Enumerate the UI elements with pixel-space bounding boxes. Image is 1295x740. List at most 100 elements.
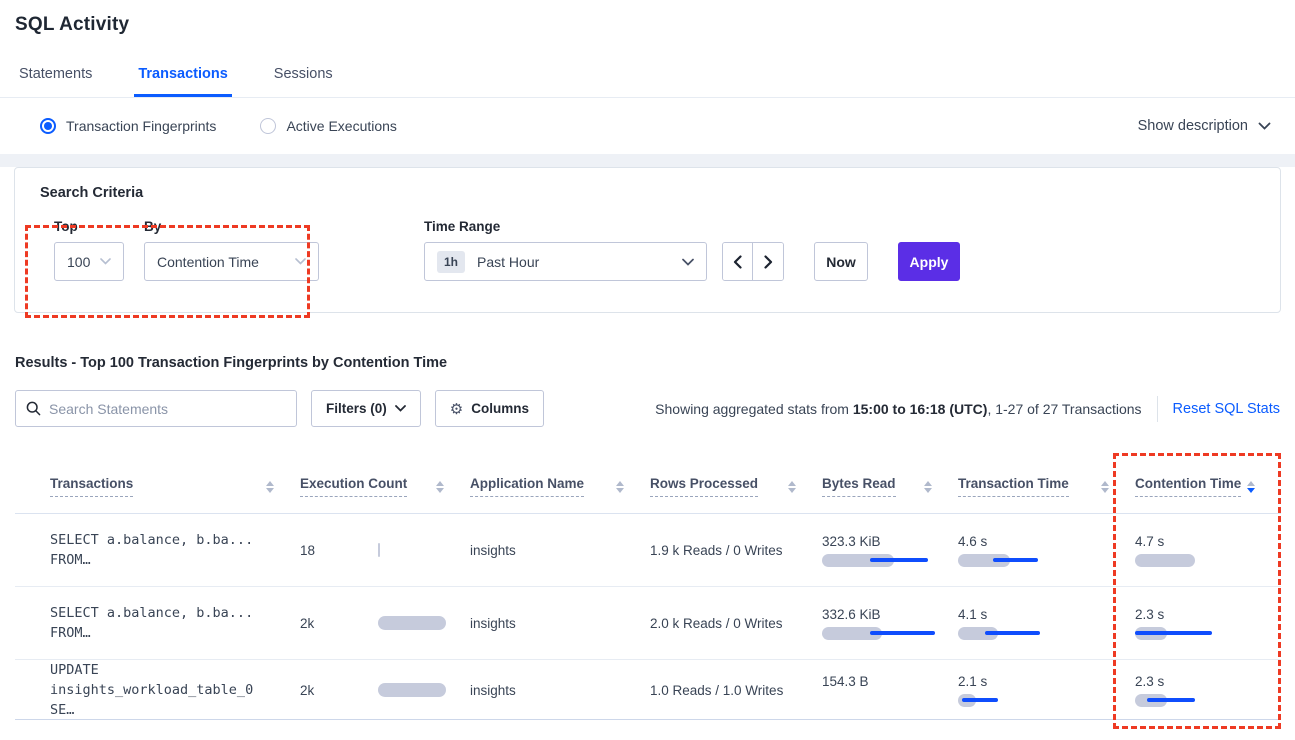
time-pager bbox=[722, 242, 784, 281]
bar-gray bbox=[1135, 553, 1195, 567]
table-row[interactable]: UPDATE insights_workload_table_0 SE… 2k ins… bbox=[15, 660, 1281, 720]
query-line: SELECT a.balance, b.ba... bbox=[50, 605, 254, 621]
rows-processed-cell: 2.0 k Reads / 0 Writes bbox=[650, 615, 783, 631]
transaction-query-link[interactable]: UPDATE insights_workload_table_0 SE… bbox=[50, 660, 300, 720]
by-select[interactable]: Contention Time bbox=[144, 242, 319, 281]
view-toggle-row: Transaction Fingerprints Active Execution… bbox=[0, 98, 1295, 154]
execution-count-bar bbox=[361, 683, 450, 697]
column-header-transaction-time: Transaction Time bbox=[958, 476, 1135, 497]
bar-blue bbox=[1135, 631, 1212, 635]
table-row[interactable]: SELECT a.balance, b.ba... FROM… 18 insights… bbox=[15, 514, 1281, 587]
columns-button[interactable]: ⚙ Columns bbox=[434, 390, 544, 427]
tab-transactions[interactable]: Transactions bbox=[134, 58, 232, 97]
search-icon bbox=[26, 401, 41, 416]
bar-blue bbox=[985, 631, 1040, 635]
bytes-read-cell-bar bbox=[822, 626, 935, 640]
radio-option-1[interactable]: Active Executions bbox=[260, 118, 397, 134]
contention-time-cell-bar bbox=[1135, 626, 1235, 640]
bar-gray bbox=[377, 616, 446, 630]
aggregated-stats-text: Showing aggregated stats from 15:00 to 1… bbox=[655, 395, 1280, 422]
bytes-read-cell-value: 154.3 B bbox=[822, 673, 869, 689]
contention-time-cell: 2.3 s bbox=[1135, 674, 1281, 707]
sort-icon[interactable] bbox=[1101, 480, 1109, 493]
transaction-time-cell-bar bbox=[958, 626, 1058, 640]
execution-count-cell: 2k bbox=[300, 616, 470, 631]
execution-count-cell: 18 bbox=[300, 543, 470, 558]
search-statements-input[interactable] bbox=[49, 400, 286, 417]
column-header-rows-processed: Rows Processed bbox=[650, 476, 822, 497]
rows-processed-cell: 1.9 k Reads / 0 Writes bbox=[650, 542, 783, 558]
table-row[interactable]: SELECT a.balance, b.ba... FROM… 2k insights… bbox=[15, 587, 1281, 660]
chevron-down-icon bbox=[682, 258, 694, 266]
bar-gray bbox=[958, 553, 1010, 567]
contention-time-cell-value: 4.7 s bbox=[1135, 533, 1165, 549]
application-name-cell: insights bbox=[470, 615, 516, 631]
execution-count-bar bbox=[361, 543, 450, 557]
vertical-divider bbox=[1156, 395, 1158, 422]
column-header-label: Execution Count bbox=[300, 476, 408, 497]
reset-sql-stats-link[interactable]: Reset SQL Stats bbox=[1172, 400, 1280, 417]
bar-blue bbox=[993, 558, 1038, 562]
gear-icon: ⚙ bbox=[449, 400, 464, 418]
results-controls: Filters (0) ⚙ Columns Showing aggregated… bbox=[15, 390, 1280, 427]
column-header-application-name: Application Name bbox=[470, 476, 650, 497]
apply-button[interactable]: Apply bbox=[898, 242, 960, 281]
column-header-execution-count: Execution Count bbox=[300, 476, 470, 497]
transaction-time-cell: 2.1 s bbox=[958, 674, 1135, 707]
execution-count-value: 18 bbox=[300, 542, 316, 558]
column-header-bytes-read: Bytes Read bbox=[822, 476, 958, 497]
radio-option-0[interactable]: Transaction Fingerprints bbox=[40, 118, 216, 134]
radio-unselected-icon bbox=[260, 118, 277, 134]
sort-icon[interactable] bbox=[1247, 480, 1255, 493]
radio-selected-icon bbox=[40, 118, 56, 134]
bytes-read-cell-value: 323.3 KiB bbox=[822, 533, 881, 549]
chevron-right-icon bbox=[763, 254, 772, 269]
sort-icon[interactable] bbox=[924, 480, 932, 493]
filters-button[interactable]: Filters (0) bbox=[311, 390, 421, 427]
show-description-toggle[interactable]: Show description bbox=[1138, 118, 1271, 134]
now-button[interactable]: Now bbox=[814, 242, 868, 281]
section-divider bbox=[0, 154, 1295, 167]
top-select[interactable]: 100 bbox=[54, 242, 124, 281]
bar-blue bbox=[870, 558, 928, 562]
execution-count-value: 2k bbox=[300, 615, 315, 631]
sort-icon[interactable] bbox=[788, 480, 796, 493]
tab-statements[interactable]: Statements bbox=[19, 66, 93, 82]
contention-time-cell-value: 2.3 s bbox=[1135, 673, 1165, 689]
time-next-button[interactable] bbox=[753, 243, 783, 280]
search-criteria-card: Search Criteria Top 100 By Contention Ti… bbox=[14, 167, 1281, 313]
bar-blue bbox=[870, 631, 935, 635]
time-range-badge: 1h bbox=[437, 250, 466, 273]
column-header-label: Transaction Time bbox=[958, 476, 1069, 497]
contention-time-cell-bar bbox=[1135, 553, 1235, 567]
contention-time-cell-value: 2.3 s bbox=[1135, 606, 1165, 622]
show-description-label: Show description bbox=[1137, 118, 1248, 134]
contention-time-cell: 4.7 s bbox=[1135, 534, 1281, 567]
query-line: FROM… bbox=[50, 625, 91, 641]
bytes-read-cell-bar bbox=[822, 553, 928, 567]
bar-blue bbox=[1147, 698, 1195, 702]
bytes-read-cell-value: 332.6 KiB bbox=[822, 606, 881, 622]
sort-icon[interactable] bbox=[616, 480, 624, 493]
radio-option-label: Transaction Fingerprints bbox=[66, 118, 217, 134]
transaction-query-link[interactable]: SELECT a.balance, b.ba... FROM… bbox=[50, 530, 300, 570]
time-prev-button[interactable] bbox=[723, 243, 753, 280]
table-body: SELECT a.balance, b.ba... FROM… 18 insights… bbox=[15, 514, 1281, 720]
bytes-read-cell: 154.3 B bbox=[822, 674, 958, 707]
tab-sessions[interactable]: Sessions bbox=[273, 66, 333, 82]
sort-icon[interactable] bbox=[266, 480, 274, 493]
transaction-query-link[interactable]: SELECT a.balance, b.ba... FROM… bbox=[50, 603, 300, 643]
column-header-contention-time: Contention Time bbox=[1135, 476, 1281, 497]
column-header-label: Bytes Read bbox=[822, 476, 896, 497]
time-range-select[interactable]: 1h Past Hour bbox=[424, 242, 707, 281]
filters-label: Filters (0) bbox=[326, 401, 387, 416]
bar-gray bbox=[377, 683, 446, 697]
rows-processed-cell: 1.0 Reads / 1.0 Writes bbox=[650, 682, 784, 698]
bar-gray bbox=[822, 626, 882, 640]
stats-time-range: 15:00 to 16:18 (UTC) bbox=[852, 400, 988, 417]
query-line: UPDATE bbox=[50, 662, 99, 678]
column-header-label: Contention Time bbox=[1135, 476, 1242, 497]
sort-icon[interactable] bbox=[436, 480, 444, 493]
column-header-label: Rows Processed bbox=[650, 476, 759, 497]
radio-option-label: Active Executions bbox=[286, 118, 397, 134]
